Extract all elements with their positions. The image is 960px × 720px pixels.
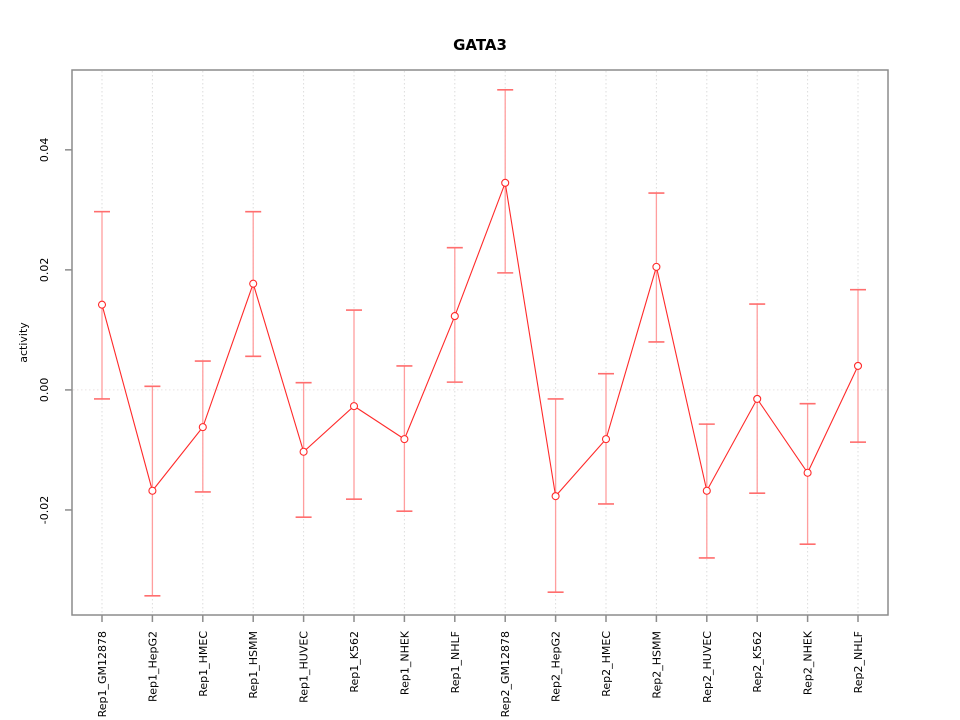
data-point	[853, 361, 863, 370]
y-tick-label: 0.00	[38, 378, 51, 403]
y-axis-label: activity	[17, 322, 30, 363]
data-point	[501, 178, 510, 187]
x-tick-label: Rep2_NHEK	[802, 630, 815, 695]
x-tick-label: Rep2_GM12878	[499, 631, 512, 717]
x-tick-label: Rep2_K562	[751, 631, 764, 693]
x-tick-label: Rep1_NHEK	[398, 630, 411, 695]
data-point	[299, 447, 308, 456]
data-point	[753, 394, 762, 403]
plot-border	[71, 69, 889, 616]
data-point	[198, 423, 207, 432]
data-point	[652, 262, 661, 271]
x-tick-label: Rep2_HUVEC	[701, 631, 714, 703]
y-tick-label: -0.02	[38, 496, 51, 524]
x-tick-label: Rep2_HepG2	[550, 631, 563, 702]
chart-title: GATA3	[453, 36, 507, 54]
data-point	[702, 486, 711, 495]
x-tick-label: Rep2_HSMM	[650, 631, 663, 699]
activity-line	[101, 180, 859, 498]
x-tick-label: Rep1_HepG2	[146, 631, 159, 702]
y-tick-label: 0.02	[38, 258, 51, 283]
x-tick-label: Rep1_HMEC	[197, 631, 210, 697]
data-point	[803, 468, 812, 477]
data-point	[148, 486, 157, 495]
x-tick-label: Rep1_NHLF	[449, 631, 462, 693]
data-point	[601, 435, 611, 444]
data-point	[450, 312, 459, 321]
data-point	[349, 402, 359, 411]
plot-area: -0.02 0.00 0.02 0.04 Rep1_GM12878 Rep1_HepG2 R…	[38, 69, 889, 717]
data-point	[551, 492, 560, 501]
y-tick-label: 0.04	[38, 138, 51, 163]
x-tick-label: Rep1_HUVEC	[298, 631, 311, 703]
x-tick-label: Rep1_K562	[348, 631, 361, 693]
x-tick-label: Rep2_NHLF	[852, 631, 865, 693]
x-tick-label: Rep1_HSMM	[247, 631, 260, 699]
data-point	[249, 279, 258, 288]
x-tick-label: Rep2_HMEC	[600, 631, 613, 697]
data-point	[400, 435, 409, 444]
data-point	[97, 300, 107, 309]
x-tick-label: Rep1_GM12878	[96, 631, 109, 717]
